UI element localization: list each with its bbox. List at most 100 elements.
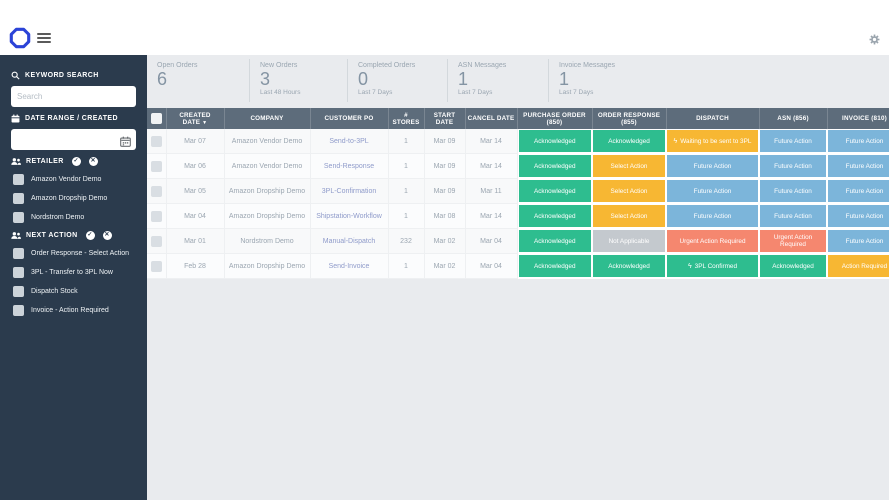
next-action-select-all-icon[interactable]: ✓ [85,231,95,240]
checkbox[interactable] [13,286,24,297]
status-cell[interactable]: Future Action [827,153,889,179]
status-cell[interactable]: Acknowledged [517,228,592,254]
checkbox[interactable] [13,305,24,316]
keyword-search-input[interactable] [11,86,136,107]
status-cell[interactable]: ϟ 3PL Confirmed [666,253,759,279]
checkbox[interactable] [13,174,24,185]
next-action-clear-all-icon[interactable]: ✕ [102,231,112,240]
company-cell: Nordstrom Demo [224,228,311,254]
checkbox[interactable] [13,193,24,204]
status-cell[interactable]: Select Action [592,203,666,229]
status-cell[interactable]: Select Action [592,153,666,179]
order-table-row[interactable]: Mar 05 Amazon Dropship Demo 3PL-Confirma… [147,178,889,204]
retailer-clear-all-icon[interactable]: ✕ [88,157,98,166]
filter-checkbox-item[interactable]: Order Response - Select Action [13,248,136,259]
order-table-row[interactable]: Mar 06 Amazon Vendor Demo Send-Response … [147,153,889,179]
status-cell[interactable]: Urgent Action Required [759,228,827,254]
customer-po-link[interactable]: Send-Response [323,162,375,170]
status-cell[interactable]: Acknowledged [517,253,592,279]
start-date-cell: Mar 02 [424,253,466,279]
column-header[interactable]: COMPANY [224,108,311,129]
filter-checkbox-item[interactable]: Invoice - Action Required [13,305,136,316]
cancel-date-cell: Mar 14 [465,153,518,179]
date-picker-calendar-icon[interactable] [120,134,131,152]
created-date-cell: Mar 04 [166,203,225,229]
status-chip: Acknowledged [760,255,826,277]
status-cell[interactable]: Acknowledged [517,153,592,179]
status-cell[interactable]: Future Action [827,203,889,229]
status-cell[interactable]: Future Action [827,178,889,204]
status-cell[interactable]: Acknowledged [592,129,666,154]
column-header[interactable]: CREATED DATE ▼ [166,108,225,129]
customer-po-link[interactable]: Send-to-3PL [329,137,369,145]
column-header[interactable]: # STORES [388,108,425,129]
customer-po-link[interactable]: 3PL-Confirmation [321,187,377,195]
order-table-row[interactable]: Mar 07 Amazon Vendor Demo Send-to-3PL 1 … [147,129,889,154]
start-date-cell: Mar 09 [424,153,466,179]
filter-checkbox-item[interactable]: 3PL - Transfer to 3PL Now [13,267,136,278]
status-cell[interactable]: Acknowledged [592,253,666,279]
status-cell[interactable]: Future Action [666,178,759,204]
gear-icon[interactable] [869,32,880,45]
order-table-row[interactable]: Mar 01 Nordstrom Demo Manual-Dispatch 23… [147,228,889,254]
filter-checkbox-item[interactable]: Amazon Dropship Demo [13,193,136,204]
retailer-select-all-icon[interactable]: ✓ [71,157,81,166]
status-cell[interactable]: Select Action [592,178,666,204]
column-header[interactable]: INVOICE (810) [827,108,889,129]
checkbox-label: 3PL - Transfer to 3PL Now [31,269,113,276]
column-header[interactable]: DISPATCH [666,108,760,129]
status-cell[interactable]: ϟ Waiting to be sent to 3PL [666,129,759,154]
filter-checkbox-item[interactable]: Nordstrom Demo [13,212,136,223]
status-cell[interactable]: Urgent Action Required [666,228,759,254]
row-checkbox[interactable] [150,235,162,247]
filter-checkbox-item[interactable]: Amazon Vendor Demo [13,174,136,185]
row-checkbox[interactable] [150,210,162,222]
status-cell[interactable]: Future Action [666,203,759,229]
created-date-cell: Mar 05 [166,178,225,204]
status-cell[interactable]: Future Action [759,129,827,154]
status-label: Acknowledged [533,262,576,270]
checkbox[interactable] [13,267,24,278]
column-header[interactable]: PURCHASE ORDER (850) [517,108,593,129]
column-header[interactable]: ASN (856) [759,108,828,129]
column-header[interactable]: ORDER RESPONSE (855) [592,108,667,129]
app-logo-icon[interactable] [9,27,31,54]
date-range-input[interactable] [11,129,136,150]
stat-label: New Orders [260,62,298,69]
menu-icon[interactable] [37,33,51,45]
order-table-row[interactable]: Feb 28 Amazon Dropship Demo Send-Invoice… [147,253,889,279]
stores-cell: 1 [388,129,425,154]
customer-po-link[interactable]: Manual-Dispatch [322,237,376,245]
status-cell[interactable]: Future Action [759,153,827,179]
checkbox-label: Invoice - Action Required [31,307,109,314]
status-cell[interactable]: Acknowledged [517,178,592,204]
column-header[interactable]: CANCEL DATE [465,108,518,129]
select-all-checkbox[interactable] [150,113,162,124]
customer-po-link[interactable]: Send-Invoice [328,262,370,270]
order-table-row[interactable]: Mar 04 Amazon Dropship Demo Shipstation-… [147,203,889,229]
row-checkbox[interactable] [150,185,162,197]
status-cell[interactable]: Not Applicable [592,228,666,254]
status-cell[interactable]: Acknowledged [517,129,592,154]
checkbox[interactable] [13,248,24,259]
status-cell[interactable]: Future Action [827,129,889,154]
checkbox[interactable] [13,212,24,223]
column-header[interactable]: CUSTOMER PO [310,108,389,129]
status-cell[interactable]: Future Action [827,228,889,254]
select-all-header[interactable] [147,108,167,129]
column-header[interactable]: START DATE [424,108,466,129]
status-cell[interactable]: Action Required [827,253,889,279]
status-cell[interactable]: Future Action [759,203,827,229]
row-checkbox[interactable] [150,135,162,147]
filter-checkbox-item[interactable]: Dispatch Stock [13,286,136,297]
customer-po-link[interactable]: Shipstation-Workflow [316,212,382,220]
stat-sublabel: Last 48 Hours [260,89,301,96]
row-checkbox[interactable] [150,160,162,172]
status-cell[interactable]: Acknowledged [759,253,827,279]
row-checkbox[interactable] [150,260,162,272]
stores-cell: 1 [388,253,425,279]
status-cell[interactable]: Acknowledged [517,203,592,229]
status-cell[interactable]: Future Action [759,178,827,204]
status-cell[interactable]: Future Action [666,153,759,179]
status-chip: Acknowledged [593,255,665,277]
